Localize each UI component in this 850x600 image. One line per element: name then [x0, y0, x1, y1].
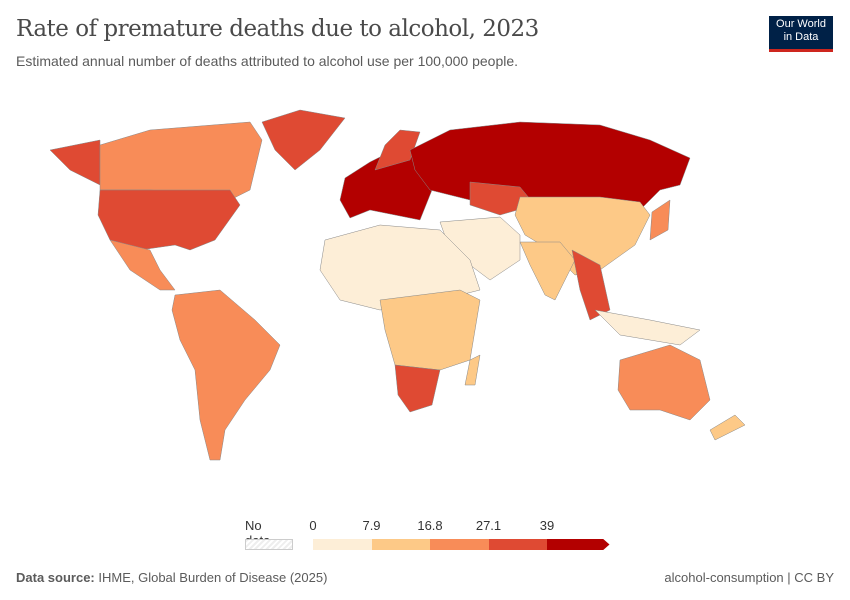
region-mexico[interactable] [109, 239, 176, 291]
region-greenland[interactable] [261, 109, 346, 171]
region-south-america[interactable] [171, 289, 281, 461]
source-label: Data source: [16, 570, 95, 585]
page-subtitle: Estimated annual number of deaths attrib… [16, 53, 519, 69]
license-text[interactable]: alcohol-consumption | CC BY [664, 570, 834, 585]
legend-tick-label: 39 [539, 518, 555, 533]
region-usa[interactable] [97, 189, 241, 251]
region-scandinavia[interactable] [374, 129, 421, 171]
region-australia[interactable] [617, 344, 711, 421]
legend-tick-label: 7.9 [362, 518, 381, 533]
region-southern-africa[interactable] [394, 364, 441, 413]
region-indonesia[interactable] [594, 309, 701, 346]
region-alaska[interactable] [49, 139, 101, 186]
source-text[interactable]: IHME, Global Burden of Disease (2025) [98, 570, 328, 585]
legend-bin[interactable] [547, 539, 610, 550]
region-madagascar[interactable] [464, 354, 481, 386]
region-japan[interactable] [649, 199, 671, 241]
region-sub-saharan-africa[interactable] [379, 289, 481, 371]
legend-bin[interactable] [488, 539, 548, 550]
owid-logo[interactable]: Our World in Data [769, 16, 833, 52]
legend-bin[interactable] [313, 539, 373, 550]
region-canada[interactable] [99, 121, 263, 201]
legend-bin[interactable] [371, 539, 431, 550]
region-south-asia[interactable] [519, 241, 576, 301]
page-title: Rate of premature deaths due to alcohol,… [16, 16, 539, 42]
world-map[interactable] [0, 90, 850, 510]
legend-tick-label: 16.8 [417, 518, 443, 533]
region-new-zealand[interactable] [709, 414, 746, 441]
legend-tick-label: 0 [309, 518, 317, 533]
no-data-swatch [245, 539, 293, 550]
legend-tick-label: 27.1 [475, 518, 502, 533]
legend-bin[interactable] [430, 539, 490, 550]
data-source: Data source: IHME, Global Burden of Dise… [16, 570, 327, 585]
